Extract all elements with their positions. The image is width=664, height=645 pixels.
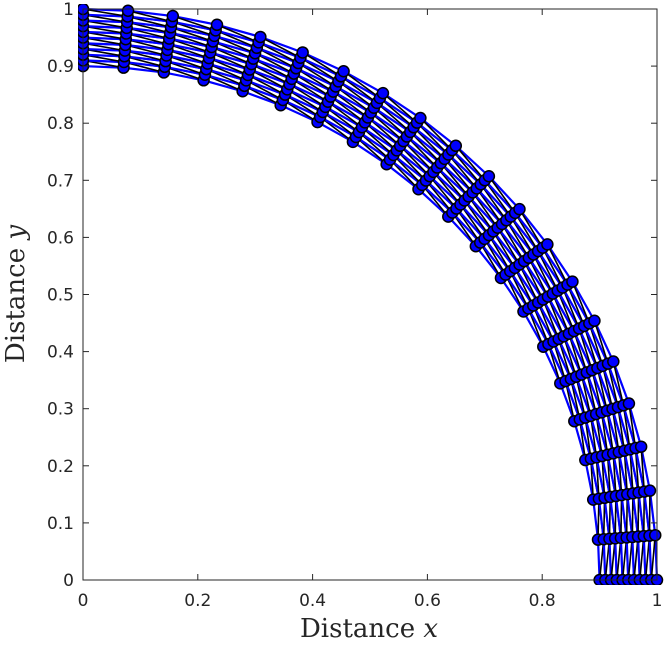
element-diagonal <box>571 281 591 324</box>
element-diagonal <box>488 175 516 214</box>
x-tick-label: 0 <box>78 591 89 611</box>
mesh-node <box>449 139 463 153</box>
y-tick-label: 0.6 <box>47 228 74 248</box>
element-diagonal <box>127 9 173 23</box>
mesh-node <box>337 64 350 78</box>
element-diagonal <box>260 36 301 59</box>
mesh-node <box>607 355 620 368</box>
x-tick-labels: 0 0.2 0.4 0.6 0.8 1 <box>78 591 663 611</box>
mesh-node <box>414 111 427 125</box>
mesh-node <box>643 484 657 497</box>
element-diagonal <box>455 145 486 181</box>
element-diagonal <box>382 92 418 124</box>
mesh-node <box>622 397 636 410</box>
element-diagonal <box>612 361 625 406</box>
mesh-node <box>566 275 579 288</box>
x-tick-label: 0.2 <box>184 591 211 611</box>
element-diagonal <box>172 15 216 32</box>
y-tick-label: 0.1 <box>47 514 74 534</box>
x-tick-label: 1 <box>652 591 663 611</box>
element-diagonal <box>640 446 646 492</box>
mesh-elements <box>81 7 659 582</box>
mesh-node <box>541 238 554 251</box>
y-tick-label: 0.2 <box>47 457 74 477</box>
mesh-node <box>588 314 601 328</box>
mesh-node <box>648 528 662 542</box>
mesh-node <box>513 202 526 216</box>
mesh-nodes <box>78 4 664 585</box>
x-tick-label: 0.4 <box>299 591 326 611</box>
y-tick-label: 0.8 <box>47 114 74 134</box>
y-tick-label: 0.5 <box>47 286 74 306</box>
y-tick-label: 0.9 <box>47 57 74 77</box>
element-diagonal <box>82 8 128 18</box>
x-axis-label: Distance x <box>300 614 438 644</box>
x-tick-label: 0.8 <box>529 591 556 611</box>
y-tick-labels: 0 0.1 0.2 0.3 0.4 0.5 0.6 0.7 0.8 0.9 1 <box>47 0 74 591</box>
axes <box>82 8 658 581</box>
mesh-node <box>166 9 180 23</box>
y-tick-label: 0 <box>63 571 74 591</box>
y-tick-label: 0.7 <box>47 171 74 191</box>
mesh-node <box>296 46 309 59</box>
y-tick-label: 1 <box>63 0 74 20</box>
element-diagonal <box>650 535 657 581</box>
mesh-node <box>210 18 224 32</box>
element-diagonal <box>593 320 609 364</box>
y-axis-label: Distance y <box>1 225 31 363</box>
element-diagonal <box>518 208 544 249</box>
mesh-node <box>376 86 390 100</box>
element-diagonal <box>628 403 637 449</box>
mesh-node <box>121 4 135 18</box>
element-diagonal <box>216 24 259 44</box>
y-tick-label: 0.4 <box>47 343 74 363</box>
y-tick-label: 0.3 <box>47 400 74 420</box>
element-diagonal <box>546 244 569 285</box>
element-diagonal <box>302 51 342 77</box>
mesh-node <box>634 440 648 453</box>
mesh-node <box>254 30 267 44</box>
x-tick-label: 0.6 <box>414 591 441 611</box>
element-diagonal <box>343 70 381 99</box>
mesh-node <box>482 169 496 183</box>
element-diagonal <box>419 117 453 151</box>
